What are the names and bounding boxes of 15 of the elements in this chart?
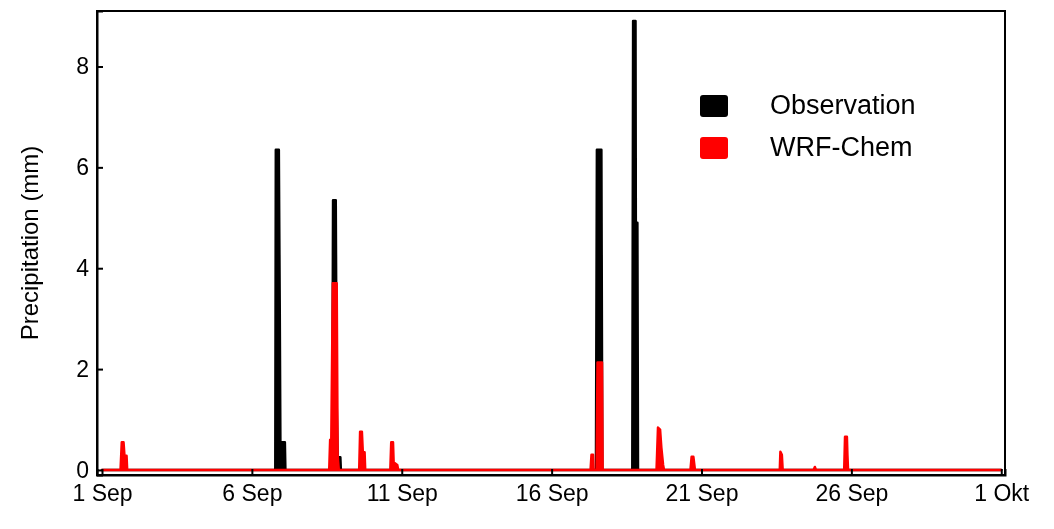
y-tick-label: 6 [76,154,89,181]
x-tick-label: 11 Sep [366,480,438,507]
y-tick-label: 8 [76,53,89,80]
legend-label: Observation [770,90,916,120]
y-tick-label: 2 [76,355,89,382]
x-tick-label: 21 Sep [665,480,739,507]
x-tick-label: 26 Sep [815,480,889,507]
y-tick-label: 0 [76,456,89,483]
y-axis-title: Precipitation (mm) [16,145,43,341]
x-tick-label: 1 Okt [974,480,1030,507]
legend-label: WRF-Chem [770,132,913,162]
x-tick-label: 1 Sep [72,480,133,507]
x-tick-label: 16 Sep [515,480,589,507]
x-tick-label: 6 Sep [222,480,283,507]
y-tick-label: 4 [76,255,90,282]
